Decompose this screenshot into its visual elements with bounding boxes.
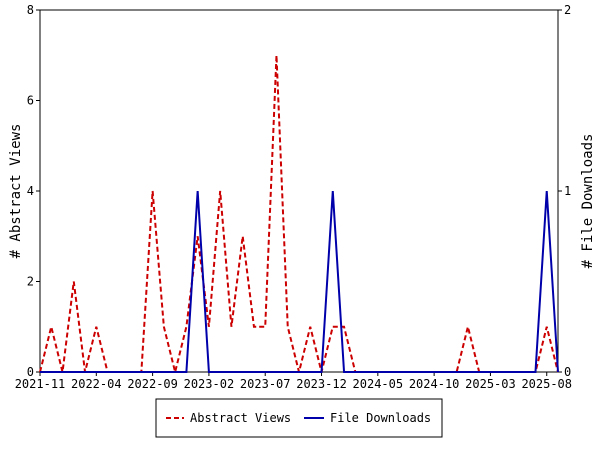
left-tick-label: 4 (27, 184, 34, 198)
y-left-axis-label: # Abstract Views (8, 124, 24, 259)
left-tick-label: 6 (27, 94, 34, 108)
right-tick-label: 2 (564, 3, 571, 17)
legend-box (155, 398, 443, 438)
right-tick-label: 0 (564, 365, 571, 379)
left-tick-label: 8 (27, 3, 34, 17)
x-tick-label: 2023-02 (184, 377, 235, 391)
x-tick-label: 2025-03 (465, 377, 516, 391)
right-tick-label: 1 (564, 184, 571, 198)
x-tick-label: 2023-12 (296, 377, 347, 391)
x-tick-label: 2024-05 (353, 377, 404, 391)
plot-frame (39, 9, 559, 373)
x-tick-label: 2022-04 (71, 377, 122, 391)
x-tick-label: 2023-07 (240, 377, 291, 391)
series-layer (39, 55, 559, 373)
x-axis: 2021-11 2022-04 2022-09 2023-02 2023-07 2023-… (15, 372, 572, 391)
x-tick-label: 2022-09 (127, 377, 178, 391)
series-line-file-downloads (40, 190, 559, 373)
x-tick-label: 2021-11 (15, 377, 66, 391)
left-tick-label: 0 (27, 365, 34, 379)
legend-label-file-downloads: File Downloads (330, 411, 431, 425)
left-y-axis: 0 2 4 6 8 (27, 3, 40, 379)
left-tick-label: 2 (27, 275, 34, 289)
right-y-axis: 0 1 2 (558, 3, 571, 379)
x-tick-label: 2024-10 (409, 377, 460, 391)
y-right-axis-label: # File Downloads (580, 134, 596, 269)
series-line-abstract-views (39, 55, 559, 373)
x-tick-label: 2025-08 (521, 377, 572, 391)
legend-label-abstract-views: Abstract Views (190, 411, 291, 425)
legend: Abstract Views File Downloads (155, 398, 443, 438)
